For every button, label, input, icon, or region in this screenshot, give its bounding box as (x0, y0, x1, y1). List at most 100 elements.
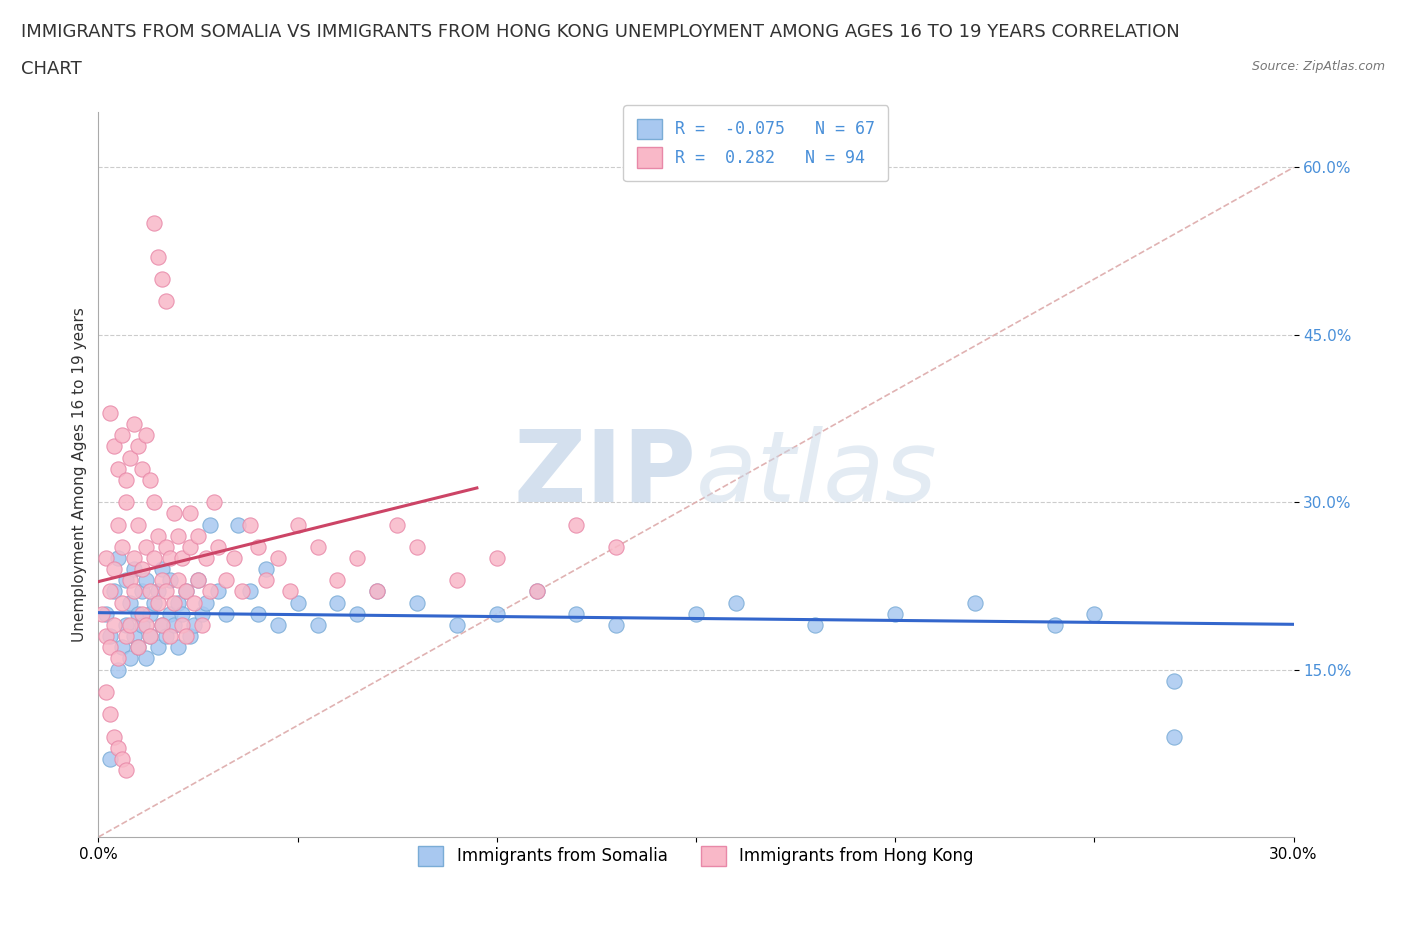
Point (406, 595, 429, 610)
Point (159, 551, 181, 565)
Point (163, 506, 186, 521)
Point (1043, 618, 1066, 632)
Point (172, 606, 194, 621)
Point (135, 618, 157, 632)
Point (91, 606, 114, 621)
Point (246, 606, 269, 621)
Point (103, 618, 125, 632)
Point (96, 684, 118, 699)
Point (366, 584, 388, 599)
Point (174, 629, 197, 644)
Point (127, 640, 149, 655)
Point (254, 562, 277, 577)
Point (195, 551, 218, 565)
Point (366, 584, 388, 599)
Point (215, 606, 238, 621)
Point (111, 539, 134, 554)
Point (143, 216, 166, 231)
Point (605, 618, 627, 632)
Point (115, 472, 138, 487)
Point (215, 573, 238, 588)
Point (124, 584, 146, 599)
Point (107, 551, 129, 565)
Point (167, 640, 190, 655)
Point (155, 584, 177, 599)
Point (163, 595, 186, 610)
Point (131, 461, 153, 476)
Point (98, 707, 122, 722)
Point (385, 517, 409, 532)
Point (159, 629, 181, 644)
Point (163, 618, 186, 632)
Point (191, 606, 214, 621)
Point (307, 539, 329, 554)
Point (326, 573, 349, 588)
Point (191, 618, 214, 632)
Point (226, 517, 249, 532)
Point (1163, 673, 1185, 688)
Point (963, 595, 986, 610)
Point (150, 562, 173, 577)
Point (187, 528, 209, 543)
Point (107, 517, 129, 532)
Point (103, 439, 125, 454)
Point (98, 640, 122, 655)
Point (96, 551, 118, 565)
Point (143, 495, 166, 510)
Point (346, 606, 368, 621)
Point (526, 584, 548, 599)
Point (107, 651, 129, 666)
Point (98, 584, 122, 599)
Point (167, 573, 190, 588)
Point (127, 606, 149, 621)
Text: Source: ZipAtlas.com: Source: ZipAtlas.com (1251, 60, 1385, 73)
Point (183, 618, 205, 632)
Point (167, 528, 190, 543)
Point (150, 618, 173, 632)
Point (346, 551, 368, 565)
Point (127, 640, 149, 655)
Point (124, 629, 146, 644)
Point (120, 450, 142, 465)
Y-axis label: Unemployment Among Ages 16 to 19 years: Unemployment Among Ages 16 to 19 years (72, 307, 87, 642)
Point (179, 506, 201, 521)
Point (174, 584, 197, 599)
Point (107, 461, 129, 476)
Point (198, 517, 221, 532)
Text: CHART: CHART (21, 60, 82, 78)
Text: ZIP: ZIP (513, 426, 696, 523)
Point (172, 551, 194, 565)
Text: IMMIGRANTS FROM SOMALIA VS IMMIGRANTS FROM HONG KONG UNEMPLOYMENT AMONG AGES 16 : IMMIGRANTS FROM SOMALIA VS IMMIGRANTS FR… (21, 23, 1180, 41)
Legend: Immigrants from Somalia, Immigrants from Hong Kong: Immigrants from Somalia, Immigrants from… (405, 832, 987, 880)
Point (187, 573, 209, 588)
Point (222, 551, 245, 565)
Point (135, 428, 157, 443)
Point (135, 651, 157, 666)
Point (111, 751, 134, 766)
Point (565, 606, 588, 621)
Point (127, 517, 149, 532)
Point (98, 751, 122, 766)
Point (202, 495, 225, 510)
Point (485, 606, 508, 621)
Point (239, 517, 262, 532)
Point (98, 629, 122, 644)
Point (131, 584, 153, 599)
Point (172, 618, 194, 632)
Point (135, 573, 157, 588)
Point (120, 618, 142, 632)
Point (198, 584, 221, 599)
Point (804, 618, 827, 632)
Point (124, 562, 146, 577)
Point (103, 562, 125, 577)
Point (526, 584, 548, 599)
Point (148, 595, 170, 610)
Point (139, 472, 162, 487)
Point (96, 629, 118, 644)
Point (167, 595, 190, 610)
Point (207, 539, 229, 554)
Point (565, 517, 588, 532)
Point (127, 439, 149, 454)
Point (103, 729, 125, 744)
Point (139, 584, 162, 599)
